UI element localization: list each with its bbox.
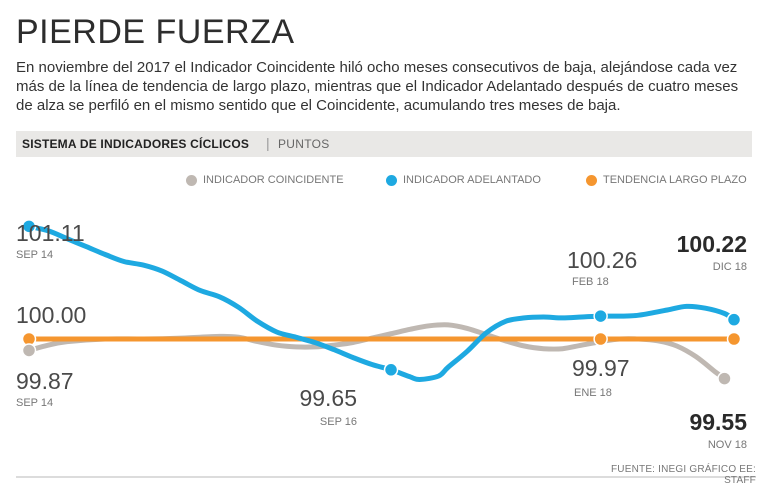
legend-dot-coincidente bbox=[186, 174, 197, 186]
legend-dot-tendencia bbox=[586, 174, 597, 186]
legend-item-tendencia: TENDENCIA LARGO PLAZO bbox=[586, 174, 747, 186]
section-units: PUNTOS bbox=[278, 137, 330, 151]
marker-coincidente-nov18 bbox=[717, 371, 732, 386]
label-coincidente-ene18-value: 99.97 bbox=[572, 355, 630, 381]
label-coincidente-ene18-date: ENE 18 bbox=[574, 387, 612, 399]
label-adelantado-sep16-date: SEP 16 bbox=[320, 416, 357, 428]
label-coincidente-nov18-date: NOV 18 bbox=[708, 439, 747, 451]
legend-label-coincidente: INDICADOR COINCIDENTE bbox=[203, 174, 344, 186]
legend-dot-adelantado bbox=[386, 174, 397, 186]
label-coincidente-nov18-value: 99.55 bbox=[689, 409, 747, 435]
section-band: SISTEMA DE INDICADORES CÍCLICOS | PUNTOS bbox=[16, 131, 752, 157]
marker-adelantado-dic18 bbox=[726, 312, 742, 327]
legend-label-tendencia: TENDENCIA LARGO PLAZO bbox=[603, 174, 747, 186]
page-description: En noviembre del 2017 el Indicador Coinc… bbox=[16, 59, 739, 114]
label-adelantado-dic18-date: DIC 18 bbox=[713, 261, 747, 273]
legend-item-adelantado: INDICADOR ADELANTADO bbox=[386, 174, 541, 186]
label-coincidente-sep14-date: SEP 14 bbox=[16, 397, 53, 409]
legend-label-adelantado: INDICADOR ADELANTADO bbox=[403, 174, 541, 186]
label-adelantado-sep16-value: 99.65 bbox=[299, 385, 357, 411]
source-note: FUENTE: INEGI GRÁFICO EE: STAFF bbox=[610, 464, 756, 486]
marker-coincidente-sep14 bbox=[21, 343, 37, 358]
label-coincidente-sep14-value: 99.87 bbox=[16, 368, 74, 394]
label-adelantado-sep14-date: SEP 14 bbox=[16, 249, 53, 261]
marker-adelantado-sep14 bbox=[21, 219, 37, 234]
section-separator: | bbox=[266, 135, 270, 151]
section-title: SISTEMA DE INDICADORES CÍCLICOS bbox=[22, 137, 250, 151]
page-title: PIERDE FUERZA bbox=[16, 13, 295, 51]
label-tendencia-value: 100.00 bbox=[16, 302, 86, 328]
footer-divider bbox=[16, 476, 756, 478]
marker-tendencia-feb18 bbox=[593, 331, 608, 347]
label-adelantado-dic18-value: 100.22 bbox=[677, 231, 747, 257]
label-adelantado-feb18-date: FEB 18 bbox=[572, 276, 609, 288]
marker-tendencia-end bbox=[726, 331, 742, 347]
marker-adelantado-sep16 bbox=[383, 362, 399, 378]
marker-adelantado-feb18 bbox=[593, 308, 608, 324]
label-adelantado-feb18-value: 100.26 bbox=[567, 247, 637, 273]
legend-item-coincidente: INDICADOR COINCIDENTE bbox=[186, 174, 344, 186]
label-adelantado-sep14-value: 101.11 bbox=[16, 220, 85, 246]
